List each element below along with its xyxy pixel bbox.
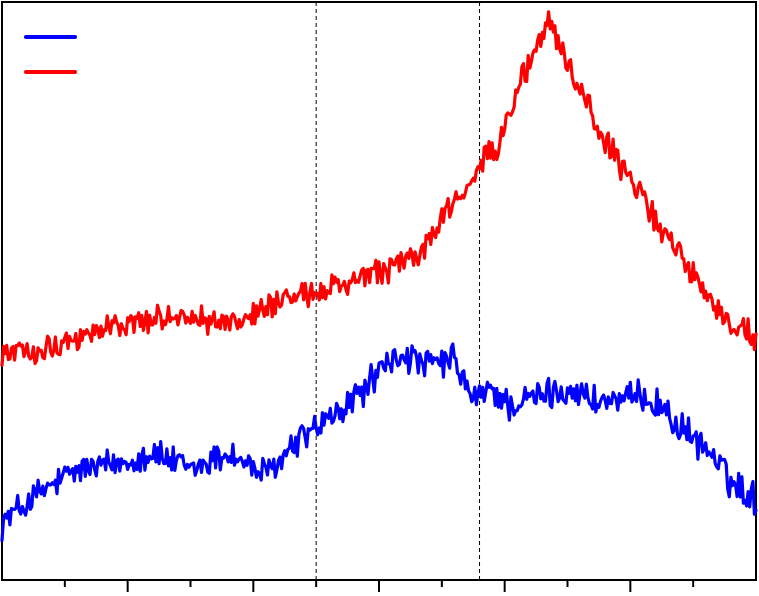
series-line [0, 10, 758, 367]
plot-frame [1, 1, 757, 581]
legend [24, 35, 77, 74]
series-group [0, 10, 758, 543]
series-line [0, 342, 758, 543]
reference-lines [315, 2, 481, 580]
x-axis-ticks [63, 580, 695, 592]
